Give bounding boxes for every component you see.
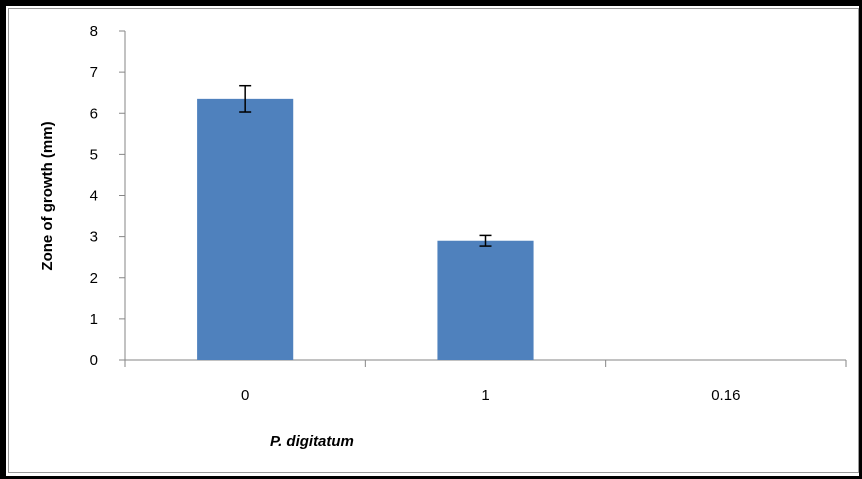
y-tick-label: 7	[90, 64, 98, 81]
y-tick-label: 8	[90, 23, 98, 40]
y-tick-label: 3	[90, 229, 98, 246]
y-tick-label: 1	[90, 311, 98, 328]
x-tick-label: 0.16	[711, 387, 740, 404]
x-axis: 0 1 0.16	[124, 359, 847, 404]
error-bars	[239, 84, 492, 247]
y-tick-label: 2	[90, 270, 98, 287]
y-axis: 0 1 2 3 4 5 6 7 8	[90, 23, 126, 369]
x-axis-title: P. digitatum	[270, 433, 354, 450]
y-axis-title: Zone of growth (mm)	[39, 121, 56, 270]
chart-area-border	[8, 8, 859, 473]
bar-0	[197, 98, 294, 360]
bar-1	[437, 240, 534, 360]
y-tick-label: 5	[90, 146, 98, 163]
y-tick-label: 0	[90, 352, 98, 369]
x-tick-label: 0	[241, 387, 249, 404]
y-tick-label: 4	[90, 188, 98, 205]
bars	[197, 98, 534, 360]
x-tick-label: 1	[481, 387, 489, 404]
y-tick-label: 6	[90, 105, 98, 122]
